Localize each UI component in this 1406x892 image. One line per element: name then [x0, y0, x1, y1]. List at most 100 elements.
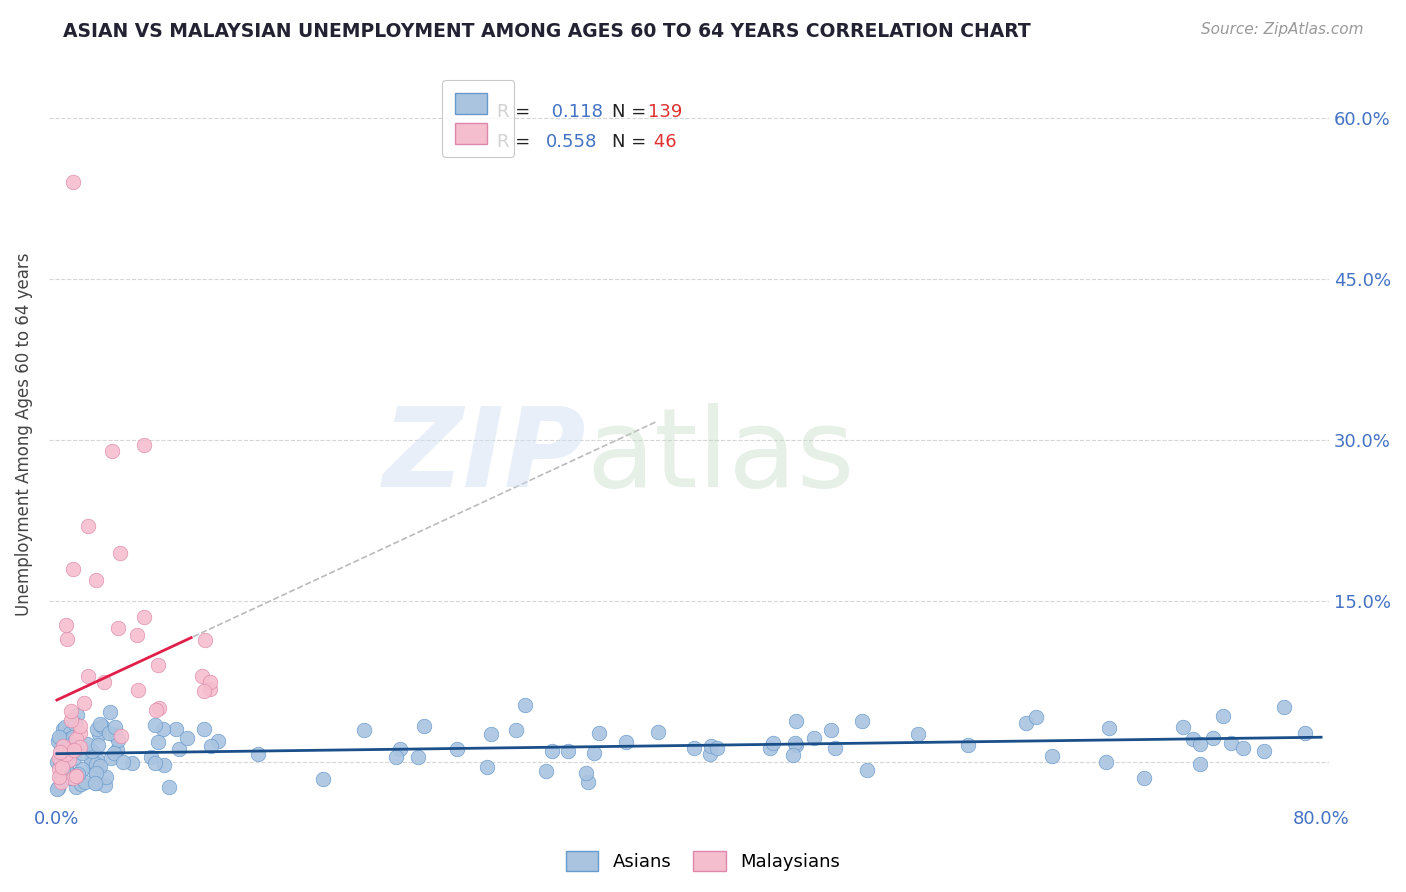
- Point: [700, 739, 723, 753]
- Point: [49, 739, 72, 753]
- Point: [1201, 731, 1223, 745]
- Point: [107, 733, 129, 747]
- Point: [58, 746, 80, 760]
- Point: [83, 776, 105, 790]
- Point: [803, 731, 825, 745]
- Point: [785, 738, 807, 752]
- Point: [45, 781, 67, 796]
- Point: [505, 723, 527, 737]
- Point: [84, 756, 107, 771]
- Point: [683, 740, 706, 755]
- Point: [104, 720, 127, 734]
- Point: [699, 747, 721, 761]
- Point: [388, 742, 411, 756]
- Point: [165, 722, 187, 736]
- Point: [48, 730, 70, 744]
- Point: [48, 770, 70, 784]
- Legend: Asians, Malaysians: Asians, Malaysians: [558, 844, 848, 879]
- Point: [46, 733, 69, 747]
- Point: [46, 780, 69, 795]
- Point: [1132, 772, 1154, 786]
- Point: [84, 766, 107, 780]
- Point: [48, 751, 70, 765]
- Point: [139, 749, 162, 764]
- Point: [513, 698, 536, 713]
- Point: [246, 747, 269, 761]
- Point: [53, 720, 76, 734]
- Point: [856, 764, 879, 778]
- Legend: , : ,: [441, 80, 515, 156]
- Point: [1188, 738, 1211, 752]
- Point: [782, 747, 804, 762]
- Point: [58, 753, 80, 767]
- Text: ASIAN VS MALAYSIAN UNEMPLOYMENT AMONG AGES 60 TO 64 YEARS CORRELATION CHART: ASIAN VS MALAYSIAN UNEMPLOYMENT AMONG AG…: [63, 22, 1031, 41]
- Point: [86, 722, 108, 736]
- Point: [103, 746, 125, 760]
- Point: [62, 175, 84, 189]
- Point: [55, 747, 77, 761]
- Point: [1188, 756, 1211, 771]
- Point: [52, 722, 75, 736]
- Point: [576, 774, 599, 789]
- Point: [104, 728, 127, 742]
- Point: [87, 739, 110, 753]
- Y-axis label: Unemployment Among Ages 60 to 64 years: Unemployment Among Ages 60 to 64 years: [15, 252, 32, 616]
- Point: [63, 750, 86, 764]
- Point: [706, 741, 728, 756]
- Point: [94, 770, 117, 784]
- Point: [52, 762, 75, 776]
- Point: [108, 546, 131, 560]
- Point: [84, 776, 107, 790]
- Point: [143, 756, 166, 770]
- Point: [167, 742, 190, 756]
- Point: [55, 756, 77, 771]
- Point: [957, 738, 980, 752]
- Point: [446, 742, 468, 756]
- Point: [59, 726, 82, 740]
- Point: [98, 726, 121, 740]
- Point: [1098, 721, 1121, 735]
- Point: [51, 754, 73, 768]
- Text: N =: N =: [612, 103, 652, 121]
- Point: [785, 714, 807, 729]
- Point: [98, 705, 121, 719]
- Point: [60, 725, 83, 739]
- Point: [49, 756, 72, 771]
- Point: [62, 562, 84, 576]
- Point: [1181, 732, 1204, 747]
- Point: [1094, 755, 1116, 769]
- Point: [63, 735, 86, 749]
- Point: [56, 632, 79, 647]
- Point: [143, 718, 166, 732]
- Point: [56, 765, 79, 780]
- Point: [91, 719, 114, 733]
- Point: [80, 753, 103, 767]
- Point: [759, 741, 782, 756]
- Point: [65, 769, 87, 783]
- Point: [1040, 749, 1063, 764]
- Point: [60, 771, 83, 785]
- Point: [49, 751, 72, 765]
- Point: [52, 735, 75, 749]
- Text: Source: ZipAtlas.com: Source: ZipAtlas.com: [1201, 22, 1364, 37]
- Point: [200, 739, 222, 754]
- Point: [647, 725, 669, 739]
- Point: [55, 766, 77, 780]
- Point: [1212, 709, 1234, 723]
- Point: [69, 719, 91, 733]
- Point: [1272, 700, 1295, 714]
- Point: [75, 775, 97, 789]
- Point: [412, 719, 434, 733]
- Point: [49, 775, 72, 789]
- Point: [200, 675, 222, 690]
- Point: [191, 669, 214, 683]
- Point: [111, 755, 134, 769]
- Point: [762, 736, 785, 750]
- Text: 46: 46: [648, 133, 676, 151]
- Point: [65, 732, 87, 747]
- Point: [55, 732, 77, 747]
- Point: [77, 519, 100, 533]
- Point: [475, 760, 498, 774]
- Point: [198, 681, 221, 696]
- Point: [93, 674, 115, 689]
